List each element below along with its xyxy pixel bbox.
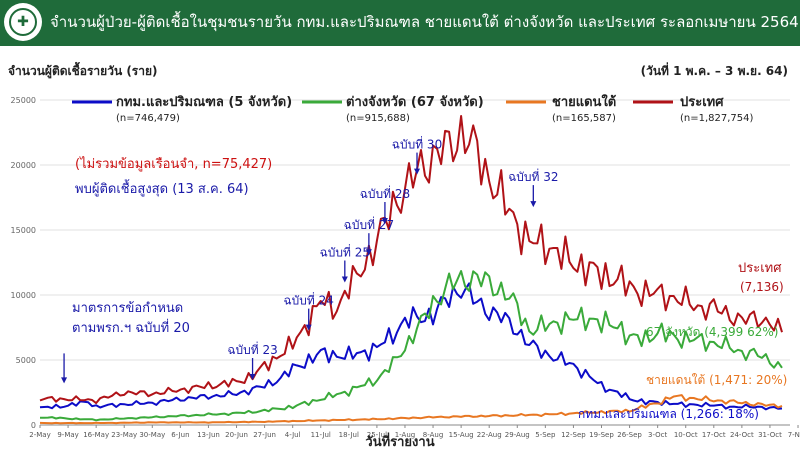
end-label-bkk: กทม.และปริมณฑล (1,266: 18%): [578, 407, 759, 421]
issue-arrow-head: [414, 168, 421, 175]
legend-total-south: (n=165,587): [552, 113, 616, 124]
header-bar: ✚ จำนวนผู้ป่วย-ผู้ติดเชื้อในชุมชนรายวัน …: [0, 0, 800, 46]
x-tick-label: 30-May: [139, 431, 165, 439]
end-label-provinces: 67 จังหวัด (4,399 62%): [646, 325, 778, 339]
x-tick-label: 15-Aug: [449, 431, 474, 439]
x-tick-label: 10-Oct: [674, 431, 698, 439]
x-tick-label: 19-Sep: [589, 431, 614, 439]
x-tick-labels: 2-May 9-May 16-May 23-May 30-May 6-Jun 13-Jun 2…: [29, 425, 800, 439]
x-tick-label: 7-Nov: [788, 431, 800, 439]
issue-label: ฉบับที่ 32: [508, 168, 558, 184]
issue-arrow-head: [381, 218, 388, 224]
x-tick-label: 24-Oct: [730, 431, 754, 439]
x-tick-label: 9-May: [57, 431, 78, 439]
issue-arrow-head: [305, 324, 312, 331]
y-tick-label: 0: [31, 421, 36, 430]
measures-note-line2: ตามพรก.ฯ ฉบับที่ 20: [72, 319, 190, 336]
series-lines: [39, 115, 783, 425]
x-tick-label: 5-Sep: [535, 431, 556, 439]
issue-arrow-head: [530, 201, 537, 208]
x-tick-label: 13-Jun: [197, 431, 220, 439]
x-tick-label: 23-May: [111, 431, 137, 439]
measure-arrow-head: [61, 377, 68, 384]
legend-total-country: (n=1,827,754): [680, 113, 754, 124]
x-tick-label: 6-Jun: [171, 431, 189, 439]
x-axis-title: วันที่รายงาน: [365, 432, 434, 450]
series-line-bkk: [39, 282, 783, 411]
series-line-south: [39, 394, 783, 425]
x-tick-label: 4-Jul: [285, 431, 301, 439]
x-tick-label: 16-May: [83, 431, 109, 439]
x-tick-label: 31-Oct: [758, 431, 782, 439]
x-tick-label: 26-Sep: [617, 431, 642, 439]
y-tick-label: 15000: [11, 226, 36, 235]
measures-note-line1: มาตรการข้อกำหนด: [72, 301, 183, 316]
x-tick-label: 8-Aug: [423, 431, 444, 439]
issue-arrow-head: [341, 276, 348, 283]
x-tick-label: 29-Aug: [505, 431, 530, 439]
peak-note: พบผู้ติดเชื้อสูงสุด (13 ส.ค. 64): [75, 179, 249, 197]
issue-arrow-head: [249, 374, 256, 380]
legend-label-provinces: ต่างจังหวัด (67 จังหวัด): [346, 95, 484, 110]
issue-label: ฉบับที่ 24: [284, 292, 334, 308]
legend-label-country: ประเทศ: [680, 95, 724, 110]
y-tick-labels: 0 5000 10000 15000 20000 25000: [11, 96, 36, 430]
y-tick-label: 10000: [11, 291, 36, 300]
legend-label-bkk: กทม.และปริมณฑล (5 จังหวัด): [116, 95, 292, 110]
y-tick-label: 5000: [16, 356, 36, 365]
end-labels: ประเทศ (7,136) 67 จังหวัด (4,399 62%) ชา…: [578, 261, 787, 421]
series-line-provinces: [40, 270, 783, 422]
legend: กทม.และปริมณฑล (5 จังหวัด) (n=746,479) ต…: [72, 93, 754, 124]
x-tick-label: 2-May: [29, 431, 50, 439]
legend-label-south: ชายแดนใต้: [552, 93, 616, 110]
y-tick-label: 20000: [11, 161, 36, 170]
x-tick-label: 18-Jul: [339, 431, 359, 439]
date-range: (วันที่ 1 พ.ค. – 3 พ.ย. 64): [640, 64, 788, 78]
issue-label: ฉบับที่ 27: [344, 216, 394, 232]
end-label-country-value: (7,136): [740, 280, 784, 294]
excluded-note: (ไม่รวมข้อมูลเรือนจำ, n=75,427): [75, 156, 272, 172]
y-tick-label: 25000: [11, 96, 36, 105]
series-line-country: [39, 115, 783, 405]
x-tick-label: 25-Jul: [367, 431, 387, 439]
end-label-country: ประเทศ: [738, 261, 782, 276]
x-tick-label: 20-Jun: [225, 431, 248, 439]
annotations: (ไม่รวมข้อมูลเรือนจำ, n=75,427) พบผู้ติด…: [72, 156, 272, 336]
legend-total-bkk: (n=746,479): [116, 113, 180, 124]
issue-label: ฉบับที่ 25: [320, 244, 370, 260]
x-tick-label: 27-Jun: [253, 431, 276, 439]
legend-total-provinces: (n=915,688): [346, 113, 410, 124]
page-title: จำนวนผู้ป่วย-ผู้ติดเชื้อในชุมชนรายวัน กท…: [50, 13, 799, 31]
issue-arrow-head: [365, 249, 372, 256]
seal-inner-icon: ✚: [9, 8, 37, 36]
x-tick-label: 3-Oct: [648, 431, 668, 439]
issue-label: ฉบับที่ 28: [360, 185, 410, 201]
x-tick-label: 17-Oct: [702, 431, 726, 439]
issue-annotations: ฉบับที่ 23 ฉบับที่ 24 ฉบับที่ 25 ฉบับที่ 27…: [61, 136, 559, 384]
y-axis-caption: จำนวนผู้ติดเชื้อรายวัน (ราย): [8, 64, 158, 78]
issue-label: ฉบับที่ 23: [227, 341, 277, 357]
issue-label: ฉบับที่ 30: [392, 136, 442, 152]
x-tick-label: 22-Aug: [477, 431, 502, 439]
x-tick-label: 11-Jul: [311, 431, 331, 439]
end-label-south: ชายแดนใต้ (1,471: 20%): [646, 373, 787, 387]
x-tick-label: 12-Sep: [561, 431, 586, 439]
x-tick-label: 1-Aug: [395, 431, 416, 439]
moph-seal-icon: ✚: [4, 3, 42, 41]
